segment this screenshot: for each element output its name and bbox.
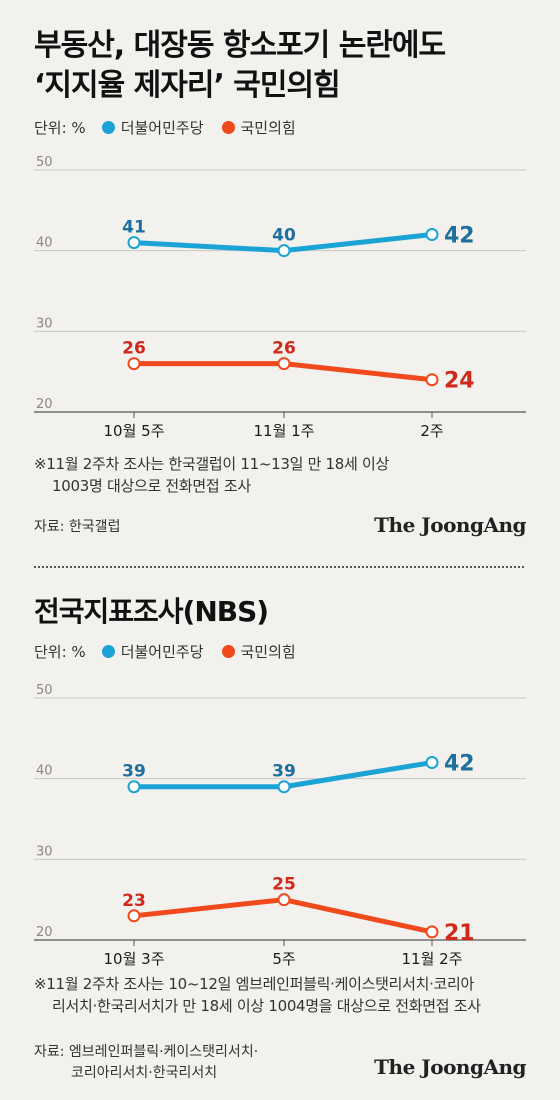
legend-dot-ppp-1 bbox=[221, 121, 235, 134]
y-tick-label-20: 20 bbox=[36, 397, 53, 412]
legend-item-democratic-1: 더불어민주당 bbox=[96, 117, 204, 138]
legend-label-ppp-2: 국민의힘 bbox=[240, 643, 296, 661]
y-tick-label-40: 40 bbox=[36, 236, 53, 251]
data-point-0-1 bbox=[277, 244, 291, 258]
footnote-1-line-2: 1003명 대상으로 전화면접 조사 bbox=[52, 477, 251, 495]
headline-line-1: 부동산, 대장동 항소포기 논란에도 bbox=[34, 28, 446, 63]
y-tick-label-50: 50 bbox=[36, 155, 53, 170]
line-chart-gallup: 20 30 40 50 10월 5주 11월 1주 2주 41 40 42 26 26 24 bbox=[34, 155, 526, 440]
data-point-0-1 bbox=[277, 780, 291, 794]
x-tick-label-0: 10월 3주 bbox=[104, 950, 165, 968]
legend-item-ppp-2: 국민의힘 bbox=[216, 641, 296, 662]
data-label-0-0: 39 bbox=[122, 762, 146, 782]
data-label-1-0: 23 bbox=[122, 891, 146, 911]
headline-line-2: ‘지지율 제자리’ 국민의힘 bbox=[34, 68, 341, 103]
y-tick-label-20: 20 bbox=[36, 925, 53, 940]
data-label-0-1: 39 bbox=[272, 762, 296, 782]
x-tick-label-1: 5주 bbox=[272, 950, 295, 968]
y-tick-label-30: 30 bbox=[36, 316, 53, 331]
data-label-0-1: 40 bbox=[272, 226, 296, 246]
data-point-1-0 bbox=[127, 909, 141, 923]
legend-dot-democratic-2 bbox=[101, 645, 115, 658]
data-point-0-2 bbox=[425, 756, 439, 770]
data-label-0-0: 41 bbox=[122, 218, 146, 238]
data-point-1-2 bbox=[425, 373, 439, 387]
data-label-1-1: 25 bbox=[272, 875, 296, 895]
legend-label-democratic-1: 더불어민주당 bbox=[120, 119, 204, 137]
data-point-0-2 bbox=[425, 228, 439, 242]
legend-label-ppp-1: 국민의힘 bbox=[240, 119, 296, 137]
line-chart-nbs: 20 30 40 50 10월 3주 5주 11월 2주 39 39 42 23 25 21 bbox=[34, 683, 526, 968]
legend-dot-ppp-2 bbox=[221, 645, 235, 658]
source-2-line-1: 자료: 엠브레인퍼블릭·케이스탯리서치· bbox=[34, 1044, 259, 1060]
footnote-2-line-2: 리서치·한국리서치가 만 18세 이상 1004명을 대상으로 전화면접 조사 bbox=[52, 997, 481, 1015]
data-label-1-2: 21 bbox=[444, 921, 475, 946]
data-label-1-0: 26 bbox=[122, 339, 146, 359]
x-tick-label-2: 2주 bbox=[420, 422, 443, 440]
source-2-line-2: 코리아리서치·한국리서치 bbox=[71, 1065, 218, 1081]
footnote-1-line-1: ※11월 2주차 조사는 한국갤럽이 11~13일 만 18세 이상 bbox=[34, 455, 390, 473]
legend-item-ppp-1: 국민의힘 bbox=[216, 117, 296, 138]
x-tick-label-1: 11월 1주 bbox=[254, 422, 315, 440]
brand-logo-1: The JoongAng bbox=[374, 513, 526, 537]
unit-label-2: 단위: % bbox=[34, 643, 86, 661]
footnote-1: ※11월 2주차 조사는 한국갤럽이 11~13일 만 18세 이상 1003명… bbox=[34, 453, 389, 497]
data-label-1-2: 24 bbox=[444, 369, 475, 394]
headline: 부동산, 대장동 항소포기 논란에도 ‘지지율 제자리’ 국민의힘 bbox=[34, 26, 446, 106]
x-tick-label-0: 10월 5주 bbox=[104, 422, 165, 440]
footnote-2: ※11월 2주차 조사는 10~12일 엠브레인퍼블릭·케이스탯리서치·코리아 … bbox=[34, 973, 481, 1017]
data-point-0-0 bbox=[127, 780, 141, 794]
data-point-1-0 bbox=[127, 357, 141, 371]
data-point-0-0 bbox=[127, 236, 141, 250]
footnote-2-line-1: ※11월 2주차 조사는 10~12일 엠브레인퍼블릭·케이스탯리서치·코리아 bbox=[34, 975, 475, 993]
legend-1: 단위: % 더불어민주당 국민의힘 bbox=[34, 117, 308, 138]
y-tick-label-50: 50 bbox=[36, 683, 53, 698]
y-tick-label-40: 40 bbox=[36, 764, 53, 779]
legend-dot-democratic-1 bbox=[101, 121, 115, 134]
legend-label-democratic-2: 더불어민주당 bbox=[120, 643, 204, 661]
data-label-0-2: 42 bbox=[444, 224, 475, 249]
x-tick-label-2: 11월 2주 bbox=[402, 950, 463, 968]
section-divider bbox=[34, 566, 524, 568]
data-point-1-2 bbox=[425, 925, 439, 939]
data-label-0-2: 42 bbox=[444, 752, 475, 777]
legend-2: 단위: % 더불어민주당 국민의힘 bbox=[34, 641, 308, 662]
data-point-1-1 bbox=[277, 357, 291, 371]
section-2-title: 전국지표조사(NBS) bbox=[34, 595, 269, 628]
y-tick-label-30: 30 bbox=[36, 844, 53, 859]
unit-label-1: 단위: % bbox=[34, 119, 86, 137]
brand-logo-2: The JoongAng bbox=[374, 1055, 526, 1079]
source-1: 자료: 한국갤럽 bbox=[34, 519, 121, 535]
source-2: 자료: 엠브레인퍼블릭·케이스탯리서치· 코리아리서치·한국리서치 bbox=[34, 1042, 258, 1084]
legend-item-democratic-2: 더불어민주당 bbox=[96, 641, 204, 662]
data-label-1-1: 26 bbox=[272, 339, 296, 359]
data-point-1-1 bbox=[277, 893, 291, 907]
